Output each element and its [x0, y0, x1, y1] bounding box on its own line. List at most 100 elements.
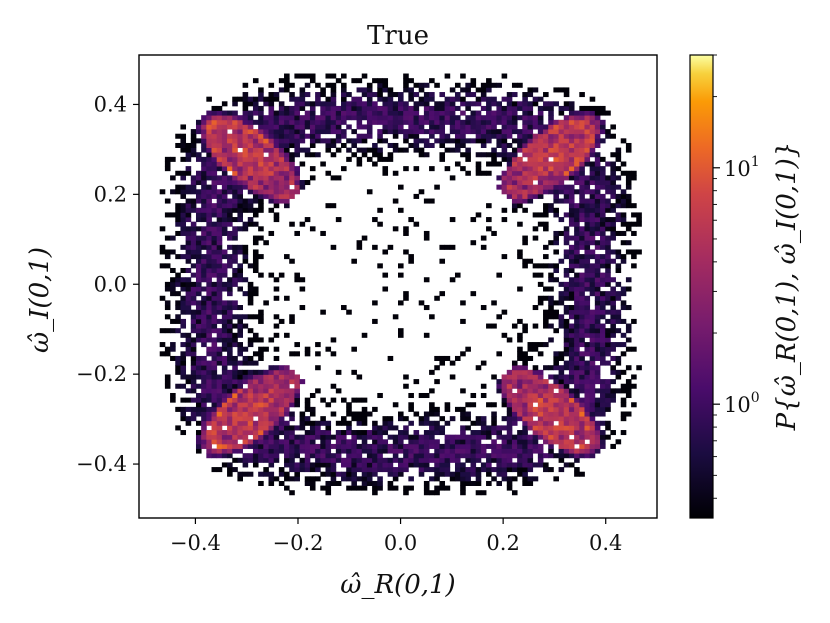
heatmap-cell [527, 453, 534, 459]
heatmap-cell [351, 105, 357, 111]
heatmap-cell [175, 291, 181, 297]
heatmap-cell [574, 147, 580, 153]
heatmap-cell [206, 416, 212, 422]
heatmap-cell [211, 411, 218, 417]
heatmap-cell [190, 416, 197, 422]
heatmap-cell [242, 277, 249, 283]
heatmap-cell [341, 439, 347, 445]
heatmap-cell [454, 119, 461, 125]
heatmap-cell [434, 490, 440, 496]
heatmap-cell [221, 332, 228, 338]
heatmap-cell [221, 212, 228, 218]
heatmap-cell [201, 328, 207, 334]
heatmap-cell [475, 416, 482, 422]
heatmap-cell [242, 119, 249, 125]
heatmap-cell [449, 453, 456, 459]
heatmap-cell [258, 439, 264, 445]
heatmap-cell [216, 406, 223, 412]
heatmap-cell [574, 272, 580, 278]
heatmap-cell [563, 249, 570, 255]
heatmap-cell [356, 147, 363, 153]
heatmap-cell [574, 281, 580, 287]
heatmap-cell [185, 244, 192, 250]
heatmap-cell [273, 383, 280, 389]
heatmap-cell [511, 392, 518, 399]
heatmap-cell [227, 439, 233, 445]
heatmap-cell [475, 87, 482, 93]
heatmap-cell [631, 254, 637, 260]
heatmap-cell [294, 133, 300, 139]
heatmap-cell [625, 286, 632, 292]
heatmap-cell [356, 457, 363, 463]
heatmap-cell [211, 305, 218, 311]
heatmap-cell [403, 230, 409, 236]
heatmap-cell [398, 411, 404, 417]
heatmap-cell [517, 115, 523, 121]
heatmap-cell [429, 443, 435, 449]
heatmap-cell [258, 369, 264, 375]
heatmap-cell [454, 476, 461, 482]
heatmap-cell [309, 430, 316, 436]
heatmap-cell [543, 314, 549, 320]
heatmap-cell [216, 244, 223, 250]
heatmap-cell [377, 207, 383, 213]
heatmap-cell [273, 212, 280, 218]
heatmap-cell [594, 193, 601, 199]
heatmap-cell [201, 166, 207, 172]
heatmap-cell [206, 397, 212, 403]
heatmap-cell [351, 434, 357, 440]
heatmap-cell [185, 332, 192, 338]
heatmap-cell [439, 416, 446, 422]
heatmap-cell [605, 235, 611, 241]
heatmap-cell [594, 170, 601, 176]
heatmap-cell [553, 300, 559, 306]
heatmap-cell [537, 166, 544, 172]
heatmap-cell [309, 142, 316, 148]
heatmap-cell [180, 254, 187, 260]
heatmap-cell [600, 323, 606, 329]
heatmap-cell [532, 439, 539, 445]
heatmap-cell [589, 110, 596, 116]
heatmap-cell [615, 254, 622, 260]
heatmap-cell [486, 443, 492, 449]
heatmap-cell [408, 439, 414, 445]
heatmap-cell [237, 346, 243, 352]
heatmap-cell [211, 124, 218, 130]
heatmap-cell [486, 161, 492, 167]
heatmap-cell [258, 92, 264, 98]
heatmap-cell [470, 78, 477, 84]
heatmap-cell [320, 448, 326, 454]
heatmap-cell [517, 369, 523, 375]
heatmap-cell [175, 217, 181, 223]
heatmap-cell [501, 434, 508, 440]
heatmap-cell [506, 462, 513, 468]
heatmap-cell [491, 119, 497, 125]
heatmap-cell [574, 207, 580, 213]
heatmap-cell [320, 119, 326, 125]
heatmap-cell [532, 124, 539, 130]
heatmap-cell [185, 254, 192, 260]
heatmap-cell [351, 480, 357, 486]
heatmap-cell [579, 411, 585, 417]
heatmap-cell [268, 101, 275, 107]
heatmap-cell [211, 360, 218, 366]
heatmap-cell [247, 457, 254, 463]
heatmap-cell [216, 249, 223, 255]
heatmap-cell [278, 392, 285, 399]
heatmap-cell [605, 207, 611, 213]
heatmap-cell [563, 420, 570, 426]
heatmap-cell [372, 406, 378, 412]
heatmap-cell [465, 101, 471, 107]
heatmap-cell [460, 152, 466, 158]
heatmap-cell [195, 254, 202, 260]
heatmap-cell [574, 420, 580, 426]
heatmap-cell [268, 443, 275, 449]
heatmap-cell [574, 226, 580, 232]
heatmap-cell [589, 402, 596, 408]
heatmap-cell [418, 115, 425, 121]
heatmap-cell [284, 170, 290, 176]
heatmap-cell [444, 434, 451, 440]
heatmap-cell [579, 203, 585, 209]
heatmap-cell [237, 286, 243, 292]
heatmap-cell [486, 480, 492, 486]
